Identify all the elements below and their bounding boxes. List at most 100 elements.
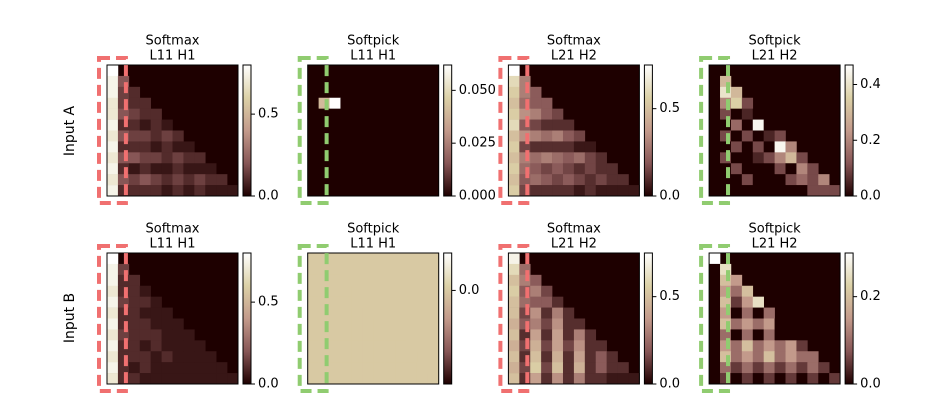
heatmap-cell bbox=[194, 185, 206, 197]
heatmap-cell bbox=[709, 185, 721, 197]
heatmap-cell bbox=[117, 373, 130, 385]
heatmap-cell bbox=[373, 329, 385, 341]
heatmap-cell bbox=[373, 185, 385, 197]
heatmap-cell bbox=[139, 362, 151, 374]
heatmap-cell bbox=[128, 130, 141, 142]
heatmap-cell bbox=[519, 163, 531, 175]
heatmap-cell bbox=[741, 329, 754, 341]
panel-subtitle: L11 H1 bbox=[150, 237, 196, 252]
heatmap-cell bbox=[530, 174, 542, 186]
heatmap-cell bbox=[205, 351, 217, 363]
heatmap-cell bbox=[150, 296, 162, 308]
heatmap-cell bbox=[161, 340, 173, 352]
heatmap-cell bbox=[818, 174, 830, 186]
heatmap-cell bbox=[709, 97, 721, 109]
heatmap-cell bbox=[117, 185, 130, 197]
heatmap-cell bbox=[519, 75, 531, 88]
heatmap-cell bbox=[427, 373, 439, 385]
heatmap-cell bbox=[172, 152, 184, 164]
heatmap-cell bbox=[530, 97, 542, 109]
heatmap-cell bbox=[117, 362, 130, 374]
heatmap-cell bbox=[774, 152, 786, 164]
heatmap-cell bbox=[785, 329, 797, 341]
heatmap-cell bbox=[617, 174, 629, 186]
heatmap-cell bbox=[752, 340, 764, 352]
heatmap-cell bbox=[562, 141, 575, 153]
heatmap-cell bbox=[107, 141, 119, 153]
heatmap-cell bbox=[552, 296, 564, 308]
heatmap-cell bbox=[318, 97, 330, 109]
heatmap-cell bbox=[763, 152, 775, 164]
heatmap-cell bbox=[584, 163, 597, 175]
heatmap-cell bbox=[161, 130, 173, 142]
heatmap-cell bbox=[128, 373, 141, 385]
heatmap-cell bbox=[752, 318, 764, 330]
heatmap-cell bbox=[416, 185, 429, 197]
heatmap-cell bbox=[796, 174, 808, 186]
heatmap-cell bbox=[139, 318, 151, 330]
heatmap-cell bbox=[150, 340, 162, 352]
heatmap-cell bbox=[552, 163, 564, 175]
heatmap-cell bbox=[107, 373, 119, 385]
heatmap-cell bbox=[340, 296, 352, 308]
heatmap-cell bbox=[552, 119, 564, 131]
heatmap-cell bbox=[351, 340, 363, 352]
heatmap-cell bbox=[128, 329, 141, 341]
heatmap-cell bbox=[329, 141, 341, 153]
heatmap-cell bbox=[362, 152, 374, 164]
heatmap-cell bbox=[530, 274, 542, 287]
heatmap-cell bbox=[508, 152, 520, 164]
heatmap-cell bbox=[573, 329, 586, 341]
heatmap-cell bbox=[541, 340, 553, 352]
heatmap-cell bbox=[519, 274, 531, 287]
panel-title: Softmax bbox=[547, 34, 601, 49]
heatmap-cell bbox=[530, 163, 542, 175]
heatmap-cell bbox=[405, 163, 418, 175]
panel-title: Softpick bbox=[748, 34, 801, 49]
colorbar bbox=[844, 64, 854, 197]
heatmap-cell bbox=[709, 65, 721, 77]
heatmap-cell bbox=[340, 351, 352, 363]
heatmap-cell bbox=[128, 163, 141, 175]
heatmap-cell bbox=[752, 296, 764, 308]
heatmap-cell bbox=[741, 307, 754, 319]
heatmap-cell bbox=[519, 130, 531, 142]
heatmap-cell bbox=[573, 351, 586, 363]
heatmap-cell bbox=[752, 108, 764, 120]
heatmap-cell bbox=[709, 274, 721, 287]
heatmap-cell bbox=[307, 296, 319, 308]
heatmap-cell bbox=[508, 274, 520, 287]
heatmap-cell bbox=[752, 152, 764, 164]
heatmap-cell bbox=[741, 141, 754, 153]
heatmap-cell bbox=[107, 119, 119, 131]
row-label: Input B bbox=[62, 293, 78, 343]
heatmap-cell bbox=[183, 185, 195, 197]
heatmap-cell bbox=[307, 373, 319, 385]
heatmap-cell bbox=[807, 351, 819, 363]
heatmap-cell bbox=[519, 152, 531, 164]
heatmap-cell bbox=[117, 141, 130, 153]
heatmap-cell bbox=[709, 373, 721, 385]
colorbar bbox=[242, 252, 252, 385]
heatmap-cell bbox=[508, 174, 520, 186]
heatmap-cell bbox=[416, 373, 429, 385]
heatmap-cell bbox=[107, 174, 119, 186]
heatmap-cell bbox=[107, 274, 119, 287]
heatmap-cell bbox=[519, 285, 531, 297]
heatmap-cell bbox=[161, 318, 173, 330]
heatmap-cell bbox=[741, 285, 754, 297]
heatmap-cell bbox=[562, 130, 575, 142]
heatmap-cell bbox=[172, 163, 184, 175]
heatmap-cell bbox=[720, 119, 732, 131]
heatmap-cell bbox=[785, 141, 797, 153]
heatmap-cell bbox=[362, 307, 374, 319]
heatmap-cell bbox=[340, 108, 352, 120]
heatmap-cell bbox=[107, 329, 119, 341]
heatmap-cell bbox=[128, 340, 141, 352]
heatmap-cell bbox=[150, 163, 162, 175]
heatmap-cell bbox=[541, 362, 553, 374]
heatmap-cell bbox=[117, 318, 130, 330]
heatmap-cell bbox=[351, 318, 363, 330]
heatmap-cell bbox=[307, 185, 319, 197]
heatmap-cell bbox=[562, 119, 575, 131]
